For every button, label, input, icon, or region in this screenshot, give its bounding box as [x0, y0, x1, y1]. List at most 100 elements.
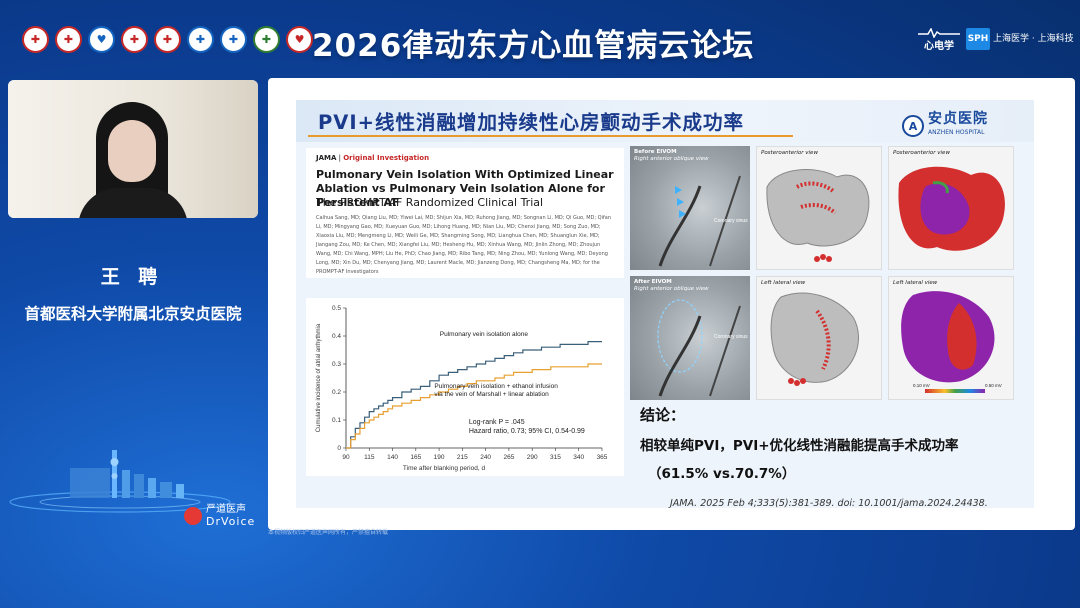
paper-title: Pulmonary Vein Isolation With Optimized …	[316, 168, 614, 209]
series-label-2b: via the vein of Marshall + linear ablati…	[434, 391, 549, 398]
atrium-voltage-pa	[898, 166, 1005, 251]
series-line-1	[346, 341, 602, 449]
partner-logos: ✚ ✚ ♥ ✚ ✚ ✚ ✚ ✚ ♥	[22, 26, 313, 53]
brand-en: DrVoice	[206, 515, 256, 528]
cs-label: Coronary sinus	[714, 218, 748, 224]
km-chart: 90 115 140 165 190 215 240 265 290 315 340 365 0 0.1 0…	[316, 305, 608, 472]
partner-logo: ✚	[220, 26, 247, 53]
slide-title-underline	[308, 135, 793, 137]
y-tick-label: 0	[337, 445, 341, 452]
partner-logo: ✚	[253, 26, 280, 53]
journal-name: JAMA	[316, 154, 337, 162]
scale-max: 0.50 mV	[985, 383, 1002, 388]
hospital-name: 安贞医院 ANZHEN HOSPITAL	[928, 112, 988, 140]
partner-logo: ✚	[121, 26, 148, 53]
slide-caption: 本视频版权归严道医声网所有，严禁擅自转载	[268, 529, 389, 536]
brand-icon	[184, 507, 202, 525]
paper-subtitle: The PROMPT-AF Randomized Clinical Trial	[316, 196, 544, 209]
x-tick-label: 190	[434, 454, 445, 461]
x-tick-label: 90	[342, 454, 350, 461]
x-tick-label: 240	[480, 454, 491, 461]
speaker-organization: 首都医科大学附属北京安贞医院	[24, 305, 242, 323]
conclusion-body: 相较单纯PVI，PVI+优化线性消融能提高手术成功率	[640, 438, 959, 454]
x-tick-label: 165	[410, 454, 421, 461]
atrium-voltage-ll: 0.10 mV 0.50 mV	[901, 291, 1002, 393]
fluoro-before-label: Before EIVOM Right anterior oblique view	[634, 149, 708, 163]
cs-label-2: Coronary sinus	[714, 334, 748, 340]
x-tick-label: 265	[503, 454, 514, 461]
y-axis-label: Cumulative incidence of atrial arrhythmi…	[316, 323, 322, 432]
map-ll-voltage-label: Left lateral view	[893, 280, 938, 286]
presentation-slide-frame: PVI+线性消融增加持续性心房颤动手术成功率 A 安贞医院 ANZHEN HOS…	[268, 78, 1075, 530]
speaker-name: 王 聘	[100, 266, 164, 288]
partner-logo: ✚	[22, 26, 49, 53]
hospital-name-cn: 安贞医院	[928, 111, 988, 127]
article-type: Original Investigation	[343, 154, 430, 162]
map-ll-label: Left lateral view	[761, 280, 806, 286]
y-tick-label: 0.5	[332, 305, 341, 312]
map-pa-voltage-label: Posteroanterior view	[893, 150, 950, 156]
map-pa-gray: Posteroanterior view	[756, 146, 882, 270]
x-tick-label: 365	[597, 454, 608, 461]
sponsor1-label: 心电学	[924, 41, 954, 52]
brand-logo: 严道医声 DrVoice	[184, 504, 255, 528]
partner-logo: ✚	[187, 26, 214, 53]
catheter-drawing: Coronary sinus	[658, 175, 748, 267]
conclusion-heading: 结论：	[640, 406, 686, 424]
y-tick-label: 0.2	[332, 389, 341, 396]
partner-logo: ♥	[88, 26, 115, 53]
map-ll-voltage: Left lateral view 0.10 mV 0.50 mV	[888, 276, 1014, 400]
x-tick-label: 315	[550, 454, 561, 461]
catheter-drawing-after: Coronary sinus	[657, 299, 748, 397]
fluoro-after-image: After EIVOM Right anterior oblique view …	[630, 276, 750, 400]
brand-text: 严道医声 DrVoice	[206, 504, 255, 528]
km-chart-card: 90 115 140 165 190 215 240 265 290 315 340 365 0 0.1 0…	[306, 298, 624, 476]
x-tick-label: 140	[387, 454, 398, 461]
scale-min: 0.10 mV	[913, 383, 930, 388]
map-pa-label: Posteroanterior view	[761, 150, 818, 156]
series-line-2	[346, 363, 602, 449]
journal-line: JAMA | Original Investigation	[316, 154, 430, 162]
x-tick-label: 290	[527, 454, 538, 461]
rao-label-2: Right anterior oblique view	[634, 286, 709, 292]
fluoro-before-image: Before EIVOM Right anterior oblique view…	[630, 146, 750, 270]
hospital-logo: A 安贞医院 ANZHEN HOSPITAL	[902, 112, 988, 140]
atrium-map-ll	[770, 292, 859, 386]
series-label-1: Pulmonary vein isolation alone	[440, 331, 529, 338]
before-label: Before EIVOM	[634, 149, 677, 155]
fluoro-after-label: After EIVOM Right anterior oblique view	[634, 279, 708, 293]
partner-logo: ♥	[286, 26, 313, 53]
speaker-face	[108, 120, 156, 182]
brand-cn: 严道医声	[206, 504, 246, 515]
citation: JAMA. 2025 Feb 4;333(5):381-389. doi: 10…	[670, 498, 988, 509]
x-tick-label: 115	[364, 454, 375, 461]
partner-logo: ✚	[55, 26, 82, 53]
y-tick-label: 0.1	[332, 417, 341, 424]
paper-header: JAMA | Original Investigation Pulmonary …	[306, 148, 624, 278]
map-pa-voltage: Posteroanterior view	[888, 146, 1014, 270]
atrium-map-pa	[766, 169, 870, 262]
sponsor-logo-ecg: 心电学	[918, 27, 960, 52]
x-axis-label: Time after blanking period, d	[403, 465, 486, 472]
event-title: 2026律动东方心血管病云论坛	[312, 28, 755, 64]
after-label: After EIVOM	[634, 279, 672, 285]
hazard-ratio-annotation: Hazard ratio, 0.73; 95% CI, 0.54-0.99	[469, 428, 585, 435]
sph-text: 上海医学 · 上海科技	[993, 34, 1074, 44]
paper-authors: Caihua Sang, MD; Qiang Liu, MD; Yiwei La…	[316, 215, 611, 275]
rao-label: Right anterior oblique view	[634, 156, 709, 162]
x-tick-label: 340	[573, 454, 584, 461]
ecg-icon	[918, 27, 960, 39]
slide-title: PVI+线性消融增加持续性心房颤动手术成功率	[318, 111, 744, 134]
city-skyline-illustration	[9, 450, 231, 513]
speaker-video	[8, 80, 258, 218]
conclusion-stat: （61.5% vs.70.7%）	[648, 466, 796, 482]
sponsor-logo-sph: SPH 上海医学 · 上海科技	[966, 28, 1074, 50]
logrank-annotation: Log-rank P = .045	[469, 419, 525, 426]
hospital-emblem-icon: A	[902, 115, 924, 137]
map-ll-gray: Left lateral view	[756, 276, 882, 400]
y-tick-label: 0.4	[332, 333, 341, 340]
header-bar: ✚ ✚ ♥ ✚ ✚ ✚ ✚ ✚ ♥ 2026律动东方心血管病云论坛 心电学 SP…	[0, 0, 1080, 78]
series-label-2a: Pulmonary vein isolation + ethanol infus…	[434, 383, 558, 390]
hospital-name-en: ANZHEN HOSPITAL	[928, 129, 985, 136]
sph-box: SPH	[966, 28, 990, 50]
